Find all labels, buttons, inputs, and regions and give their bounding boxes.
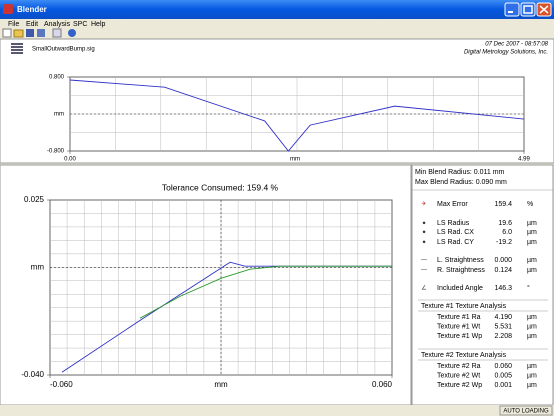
title-bar (0, 0, 554, 19)
result-value: 4.190 (494, 314, 512, 321)
logo (10, 42, 24, 56)
series-line (139, 265, 392, 319)
result-value: 146.3 (494, 285, 512, 292)
icon: — (421, 258, 427, 264)
status-bar (0, 405, 554, 416)
icon: ● (422, 240, 426, 246)
result-value: 0.005 (494, 373, 512, 380)
menu-item[interactable]: File (8, 21, 19, 28)
company: Digital Metrology Solutions, Inc. (464, 50, 548, 56)
icon: ● (422, 221, 426, 227)
icon: ● (422, 230, 426, 236)
menu-bg (0, 19, 554, 28)
result-label: Texture #2 Wt (437, 373, 480, 380)
result-value: 6.0 (502, 229, 512, 236)
result-label: LS Radius (437, 220, 470, 227)
y-axis-label: mm (31, 262, 45, 271)
window-controls (504, 2, 552, 17)
x-tick-label: 0.00 (64, 157, 76, 163)
result-unit: µm (527, 257, 537, 264)
result-unit: % (527, 201, 533, 208)
help-button[interactable] (68, 29, 76, 37)
blend-radius: Min Blend Radius: 0.011 mm (415, 169, 505, 176)
maximize-button[interactable] (520, 2, 536, 17)
x-tick-label: 4.99 (518, 157, 530, 163)
result-unit: µm (527, 373, 537, 380)
result-unit: µm (527, 267, 537, 274)
result-label: LS Rad. CX (437, 229, 474, 236)
result-value: -19.2 (496, 239, 512, 246)
texture-title: Texture #1 Texture Analysis (421, 303, 507, 310)
new-button[interactable] (2, 28, 12, 38)
chart-title: Tolerance Consumed: 159.4 % (162, 182, 279, 192)
toolbar (2, 28, 76, 38)
y-tick-label: 0.800 (49, 75, 65, 81)
blend-radius: Max Blend Radius: 0.090 mm (415, 179, 507, 186)
icon: — (421, 268, 427, 274)
app-icon (3, 4, 13, 14)
texture-title: Texture #2 Texture Analysis (421, 352, 507, 359)
icon: ✈ (421, 201, 426, 208)
result-value: 5.531 (494, 324, 512, 331)
y-tick-label: -0.800 (47, 149, 65, 155)
menu-item[interactable]: SPC (73, 21, 87, 28)
result-value: 2.208 (494, 333, 512, 340)
result-unit: µm (527, 333, 537, 340)
x-tick-label: -0.060 (50, 380, 73, 389)
x-axis-label: mm (214, 380, 228, 389)
y-tick-label: 0.025 (24, 195, 45, 204)
result-unit: µm (527, 363, 537, 370)
print-button[interactable] (52, 28, 62, 38)
result-value: 0.124 (494, 267, 512, 274)
menu-item[interactable]: Edit (26, 21, 38, 28)
window-title: Blender (17, 5, 47, 14)
result-label: Max Error (437, 201, 468, 208)
result-unit: µm (527, 220, 537, 227)
result-label: Texture #1 Wp (437, 333, 482, 340)
results-panel (411, 164, 554, 406)
results: Min Blend Radius: 0.011 mm Max Blend Radi… (412, 169, 553, 389)
y-axis-label: mm (54, 112, 64, 118)
result-value: 0.001 (494, 382, 512, 389)
icon: ∠ (421, 285, 426, 292)
series-line (69, 79, 525, 152)
x-axis-label: mm (290, 157, 300, 163)
result-label: L. Straightness (437, 257, 484, 264)
result-unit: µm (527, 324, 537, 331)
menu-bar: File Edit Analysis SPC Help (0, 19, 554, 28)
result-unit: ° (527, 284, 530, 292)
result-unit: µm (527, 382, 537, 389)
result-label: Texture #1 Wt (437, 324, 480, 331)
result-value: 159.4 (494, 201, 512, 208)
x-tick-label: 0.060 (372, 380, 393, 389)
menu-item[interactable]: Help (91, 21, 106, 28)
save-as-button[interactable] (37, 29, 45, 37)
result-unit: µm (527, 314, 537, 321)
menu-item[interactable]: Analysis (44, 21, 71, 28)
file-name: SmallOutwardBump.sig (32, 47, 95, 53)
result-value: 19.6 (498, 220, 512, 227)
result-unit: µm (527, 239, 537, 246)
result-label: LS Rad. CY (437, 239, 474, 246)
y-tick-label: -0.040 (21, 370, 44, 379)
result-label: Texture #1 Ra (437, 314, 481, 321)
date: 07 Dec 2007 - 08:57:08 (485, 42, 548, 48)
save-button[interactable] (26, 29, 34, 37)
result-label: R. Straightness (437, 267, 485, 274)
result-unit: µm (527, 229, 537, 236)
result-label: Texture #2 Wp (437, 382, 482, 389)
status-text: AUTO LOADING (503, 409, 549, 415)
minimize-button[interactable] (504, 2, 520, 17)
status-box (499, 405, 553, 416)
result-label: Texture #2 Ra (437, 363, 481, 370)
open-button[interactable] (13, 29, 24, 38)
result-value: 0.060 (494, 363, 512, 370)
result-label: Included Angle (437, 285, 483, 292)
result-value: 0.000 (494, 257, 512, 264)
